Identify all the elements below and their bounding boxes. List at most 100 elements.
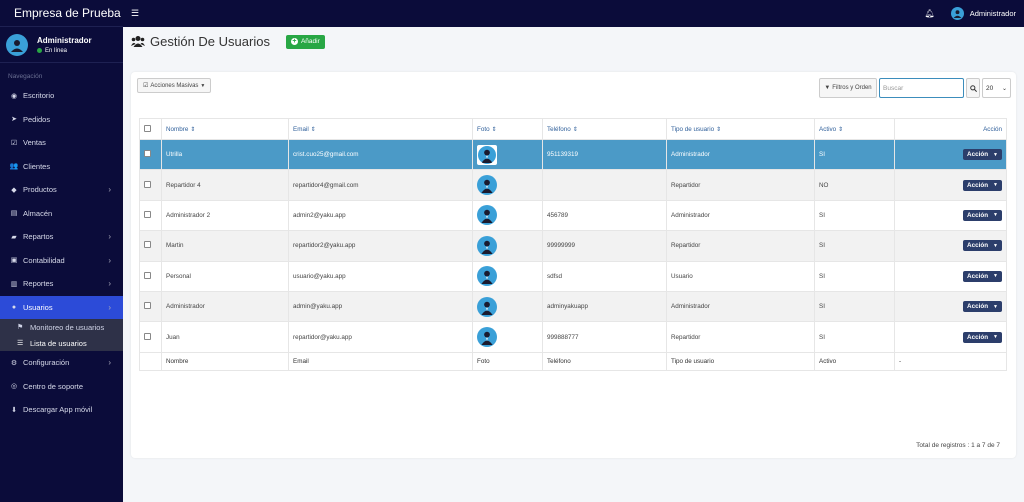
cell-email: admin@yaku.app bbox=[288, 290, 473, 323]
sidebar-item-almacén[interactable]: ▤ Almacén bbox=[0, 202, 123, 226]
action-label: Acción bbox=[967, 272, 989, 280]
sidebar-item-reportes[interactable]: ▥ Reportes › bbox=[0, 272, 123, 296]
col-telefono[interactable]: Teléfono ⇕ bbox=[542, 118, 667, 140]
cell-activo: NO bbox=[814, 169, 895, 201]
row-checkbox[interactable] bbox=[144, 241, 151, 249]
table-row[interactable]: Repartidor 4 repartidor4@gmail.com Reparti… bbox=[139, 169, 1007, 201]
chevron-right-icon: › bbox=[108, 358, 111, 368]
table-row[interactable]: Juan repartidor@yaku.app 999888777 Repartid… bbox=[139, 321, 1007, 353]
cell-accion: Acción ▼ bbox=[894, 290, 1007, 323]
sidebar-item-descargar-app-móvil[interactable]: ⬇ Descargar App móvil bbox=[0, 398, 123, 422]
row-checkbox[interactable] bbox=[144, 271, 151, 279]
footer-telefono: Teléfono bbox=[542, 351, 667, 371]
topbar-username[interactable]: Administrador bbox=[969, 9, 1016, 18]
sidebar-item-usuarios[interactable]: ● Usuarios › bbox=[0, 295, 123, 319]
row-checkbox[interactable] bbox=[144, 150, 151, 158]
mass-actions-button[interactable]: ☑ Acciones Masivas ▼ bbox=[137, 78, 212, 93]
hamburger-menu-icon[interactable]: ☰ bbox=[131, 8, 140, 18]
col-email[interactable]: Email ⇕ bbox=[288, 118, 473, 140]
cell-accion: Acción ▼ bbox=[894, 169, 1007, 201]
row-checkbox-cell[interactable] bbox=[139, 169, 162, 201]
row-checkbox[interactable] bbox=[144, 180, 151, 188]
caret-down-icon: ▼ bbox=[993, 334, 998, 341]
action-dropdown-button[interactable]: Acción ▼ bbox=[963, 301, 1002, 313]
action-label: Acción bbox=[967, 303, 989, 311]
page-size-select[interactable]: 20 ⌄ bbox=[982, 78, 1011, 98]
select-all-checkbox[interactable] bbox=[144, 124, 151, 132]
sidebar-subitem-monitoreo[interactable]: ⚑ Monitoreo de usuarios bbox=[0, 319, 123, 335]
user-photo bbox=[477, 266, 497, 287]
sidebar-item-configuración[interactable]: ⚙ Configuración › bbox=[0, 351, 123, 375]
search-button[interactable] bbox=[966, 78, 980, 98]
cell-telefono: 99999999 bbox=[542, 230, 667, 262]
sidebar-item-label: Ventas bbox=[23, 138, 46, 148]
cell-accion: Acción ▼ bbox=[894, 230, 1007, 262]
row-checkbox[interactable] bbox=[144, 302, 151, 310]
table-row[interactable]: Administrador 2 admin2@yaku.app 456789 Admi… bbox=[139, 199, 1007, 232]
row-checkbox-cell[interactable] bbox=[139, 290, 162, 323]
sidebar-item-pedidos[interactable]: ➤ Pedidos bbox=[0, 108, 123, 132]
sort-icon[interactable]: ⇕ bbox=[716, 126, 722, 133]
sidebar-subitem-lista[interactable]: ☰ Lista de usuarios bbox=[0, 335, 123, 351]
user-status: En línea bbox=[37, 48, 92, 54]
sidebar: Empresa de Prueba Administrador En línea… bbox=[0, 0, 123, 502]
sort-icon[interactable]: ⇕ bbox=[190, 126, 196, 133]
table-row[interactable]: Administrador admin@yaku.app adminyakuapp A… bbox=[139, 290, 1007, 323]
action-dropdown-button[interactable]: Acción ▼ bbox=[963, 331, 1002, 343]
page-size-value: 20 bbox=[986, 84, 994, 92]
users-table: Nombre ⇕ Email ⇕ Foto ⇕ Teléfono ⇕ Tipo de u… bbox=[139, 118, 1007, 371]
action-dropdown-button[interactable]: Acción ▼ bbox=[963, 149, 1002, 161]
download-icon: ⬇ bbox=[11, 406, 17, 414]
row-checkbox[interactable] bbox=[144, 332, 151, 340]
table-row[interactable]: Utrilla crist.cuo25@gmail.com 951139319 Adm… bbox=[139, 138, 1007, 171]
row-checkbox[interactable] bbox=[144, 210, 151, 218]
action-label: Acción bbox=[967, 242, 989, 250]
col-foto[interactable]: Foto ⇕ bbox=[472, 118, 543, 140]
cell-email: repartidor2@yaku.app bbox=[288, 230, 473, 262]
col-nombre[interactable]: Nombre ⇕ bbox=[161, 118, 289, 140]
sidebar-item-repartos[interactable]: ▰ Repartos › bbox=[0, 225, 123, 249]
sort-icon[interactable]: ⇕ bbox=[491, 126, 497, 133]
action-dropdown-button[interactable]: Acción ▼ bbox=[963, 270, 1002, 282]
flag-icon: ⚑ bbox=[17, 324, 24, 331]
col-activo[interactable]: Activo ⇕ bbox=[814, 118, 895, 140]
footer-cell bbox=[139, 351, 162, 371]
table-row[interactable]: Personal usuario@yaku.app sdfsd Usuario SI Ac… bbox=[139, 260, 1007, 292]
row-checkbox-cell[interactable] bbox=[139, 321, 162, 353]
brand-title[interactable]: Empresa de Prueba bbox=[0, 0, 123, 27]
filters-button[interactable]: ▼ Filtros y Orden bbox=[819, 78, 877, 98]
sort-icon[interactable]: ⇕ bbox=[310, 126, 316, 133]
sidebar-item-clientes[interactable]: 👥 Clientes bbox=[0, 155, 123, 179]
action-dropdown-button[interactable]: Acción ▼ bbox=[963, 179, 1002, 191]
row-checkbox-cell[interactable] bbox=[139, 199, 162, 232]
sidebar-item-productos[interactable]: ◆ Productos › bbox=[0, 178, 123, 202]
action-dropdown-button[interactable]: Acción ▼ bbox=[963, 209, 1002, 221]
action-dropdown-button[interactable]: Acción ▼ bbox=[963, 240, 1002, 252]
cell-accion: Acción ▼ bbox=[894, 199, 1007, 232]
cell-telefono: 456789 bbox=[542, 199, 667, 232]
sidebar-item-ventas[interactable]: ☑ Ventas bbox=[0, 131, 123, 155]
row-checkbox-cell[interactable] bbox=[139, 138, 162, 171]
sidebar-item-contabilidad[interactable]: ▣ Contabilidad › bbox=[0, 249, 123, 273]
search-input[interactable] bbox=[879, 78, 964, 98]
plus-icon: + bbox=[290, 38, 298, 45]
bell-icon[interactable]: 🔔︎ bbox=[924, 9, 935, 18]
add-user-button[interactable]: + Añadir bbox=[285, 34, 325, 49]
topbar-avatar[interactable] bbox=[950, 7, 964, 20]
caret-down-icon: ▼ bbox=[993, 242, 998, 249]
add-button-label: Añadir bbox=[300, 38, 320, 45]
sidebar-item-escritorio[interactable]: ◉ Escritorio bbox=[0, 84, 123, 108]
cell-tipo: Repartidor bbox=[666, 169, 815, 201]
row-checkbox-cell[interactable] bbox=[139, 230, 162, 262]
table-row[interactable]: Martin repartidor2@yaku.app 99999999 Repart… bbox=[139, 230, 1007, 262]
footer-tipo: Tipo de usuario bbox=[666, 351, 815, 371]
sort-icon[interactable]: ⇕ bbox=[572, 126, 578, 133]
select-all-cell[interactable] bbox=[139, 118, 162, 140]
row-checkbox-cell[interactable] bbox=[139, 260, 162, 292]
paper-plane-icon: ➤ bbox=[11, 116, 17, 124]
chevron-right-icon: › bbox=[108, 279, 111, 289]
action-label: Acción bbox=[967, 151, 989, 159]
col-tipo[interactable]: Tipo de usuario ⇕ bbox=[666, 118, 815, 140]
sort-icon[interactable]: ⇕ bbox=[838, 126, 844, 133]
sidebar-item-centro-de-soporte[interactable]: ◎ Centro de soporte bbox=[0, 375, 123, 399]
